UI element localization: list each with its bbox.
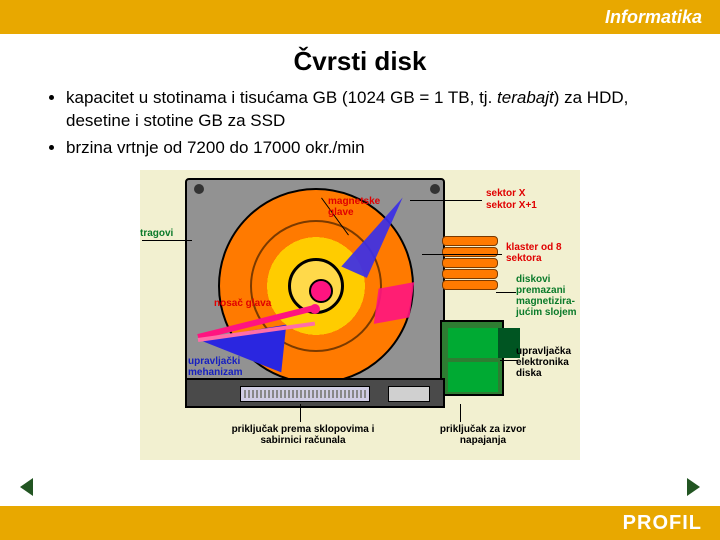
leader-line — [460, 404, 461, 422]
label-sector-x: sektor X — [486, 188, 525, 199]
label-cluster: klaster od 8 sektora — [506, 242, 576, 264]
bullet-list: kapacitet u stotinama i tisućama GB (102… — [48, 87, 692, 160]
label-head-carrier: nosač glava — [214, 298, 271, 309]
label-actuator-mechanism: upravljački mehanizam — [188, 356, 246, 378]
bullet-text: brzina vrtnje od 7200 do 17000 okr./min — [66, 138, 365, 157]
bullet-text: kapacitet u stotinama i tisućama GB (102… — [66, 88, 497, 107]
bullet-em: terabajt — [497, 88, 554, 107]
label-connector-power: priključak za izvor napajanja — [428, 424, 538, 446]
leader-line — [496, 292, 516, 293]
controller-pcb — [440, 320, 504, 396]
rw-head — [310, 304, 320, 314]
label-disks: diskovi premazani magnetizira-jućim sloj… — [516, 274, 580, 318]
leader-line — [142, 240, 192, 241]
leader-line — [300, 404, 301, 422]
label-electronics: upravljačka elektronika diska — [516, 346, 580, 379]
label-heads: magnetske glave — [328, 196, 388, 218]
header-subject: Informatika — [605, 7, 702, 28]
label-tracks: tragovi — [140, 228, 173, 239]
page-title: Čvrsti disk — [0, 46, 720, 77]
footer-bar: PROFIL — [0, 506, 720, 540]
next-slide-button[interactable] — [687, 478, 700, 496]
screw-icon — [194, 184, 204, 194]
label-sector-x1: sektor X+1 — [486, 200, 537, 211]
list-item: brzina vrtnje od 7200 do 17000 okr./min — [66, 137, 692, 160]
screw-icon — [430, 184, 440, 194]
power-connector — [388, 386, 430, 402]
hdd-diagram: tragovi nosač glava upravljački mehaniza… — [140, 170, 580, 460]
data-connector — [240, 386, 370, 402]
leader-line — [422, 254, 502, 255]
leader-line — [410, 200, 482, 201]
cluster-block — [374, 282, 414, 324]
label-connector-bus: priključak prema sklopovima i sabirnici … — [218, 424, 388, 446]
list-item: kapacitet u stotinama i tisućama GB (102… — [66, 87, 692, 133]
brand-logo: PROFIL — [623, 512, 702, 535]
prev-slide-button[interactable] — [20, 478, 33, 496]
platter-stack — [442, 236, 498, 308]
